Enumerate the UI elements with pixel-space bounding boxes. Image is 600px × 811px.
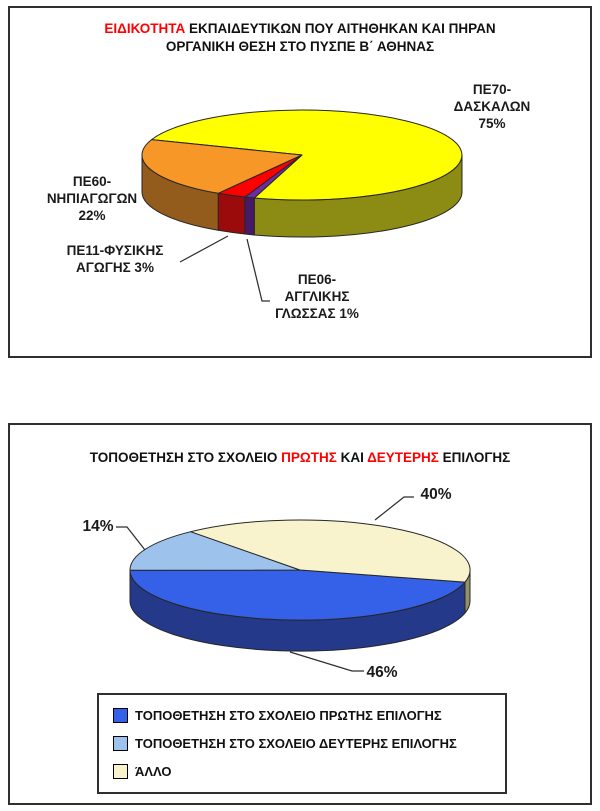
title-segment: ΕΙΔΙΚΟΤΗΤΑ: [104, 21, 189, 36]
title-segment: ΚΑΙ: [336, 450, 368, 465]
title-segment: ΕΠΙΛΟΓΗΣ: [438, 450, 511, 465]
title-segment: ΟΡΓΑΝΙΚΗ ΘΕΣΗ ΣΤΟ ΠΥΣΠΕ Β΄ ΑΘΗΝΑΣ: [165, 38, 435, 54]
title-segment: ΤΟΠΟΘΕΤΗΣΗ ΣΤΟ ΣΧΟΛΕΙΟ: [89, 450, 282, 465]
legend-swatch-first-choice: [113, 707, 128, 723]
legend-item-other: ΆΛΛΟ: [113, 764, 505, 780]
callout-pe06-agglikis-glossas: ΠΕ06- ΑΓΓΛΙΚΗΣ ΓΛΩΣΣΑΣ 1%: [275, 272, 359, 321]
callout-pe70-daskalon: ΠΕ70- ΔΑΣΚΑΛΩΝ 75%: [453, 82, 531, 131]
legend-label-second-choice: ΤΟΠΟΘΕΤΗΣΗ ΣΤΟ ΣΧΟΛΕΙΟ ΔΕΥΤΕΡΗΣ ΕΠΙΛΟΓΗΣ: [135, 735, 457, 751]
leader-line: [289, 651, 364, 672]
callout-second-choice-percent: 14%: [82, 518, 114, 535]
legend-item-second-choice: ΤΟΠΟΘΕΤΗΣΗ ΣΤΟ ΣΧΟΛΕΙΟ ΔΕΥΤΕΡΗΣ ΕΠΙΛΟΓΗΣ: [113, 735, 505, 751]
callout-other-percent: 40%: [420, 486, 452, 503]
title-segment: ΠΡΩΤΗΣ: [281, 450, 337, 465]
specialty-chart-panel: ΕΙΔΙΚΟΤΗΤΑ ΕΚΠΑΙΔΕΥΤΙΚΩΝ ΠΟΥ ΑΙΤΗΘΗΚΑΝ Κ…: [8, 6, 592, 358]
specialty-chart-title: ΕΙΔΙΚΟΤΗΤΑ ΕΚΠΑΙΔΕΥΤΙΚΩΝ ΠΟΥ ΑΙΤΗΘΗΚΑΝ Κ…: [10, 20, 590, 55]
placement-chart-panel: ΤΟΠΟΘΕΤΗΣΗ ΣΤΟ ΣΧΟΛΕΙΟ ΠΡΩΤΗΣ ΚΑΙ ΔΕΥΤΕΡ…: [8, 423, 592, 805]
callout-pe60-nipiagogon: ΠΕ60- ΝΗΠΙΑΓΩΓΩΝ 22%: [46, 174, 138, 223]
title-segment: ΕΚΠΑΙΔΕΥΤΙΚΩΝ ΠΟΥ ΑΙΤΗΘΗΚΑΝ ΚΑΙ ΠΗΡΑΝ: [188, 21, 496, 36]
legend-label-other: ΆΛΛΟ: [135, 764, 172, 780]
chart-legend: ΤΟΠΟΘΕΤΗΣΗ ΣΤΟ ΣΧΟΛΕΙΟ ΠΡΩΤΗΣ ΕΠΙΛΟΓΗΣ Τ…: [97, 693, 507, 794]
callout-first-choice-percent: 46%: [366, 664, 398, 681]
legend-item-first-choice: ΤΟΠΟΘΕΤΗΣΗ ΣΤΟ ΣΧΟΛΕΙΟ ΠΡΩΤΗΣ ΕΠΙΛΟΓΗΣ: [113, 707, 505, 723]
title-segment: ΔΕΥΤΕΡΗΣ: [367, 450, 439, 465]
legend-swatch-other: [113, 764, 128, 780]
legend-swatch-second-choice: [113, 735, 128, 751]
leader-line: [179, 235, 229, 263]
legend-label-first-choice: ΤΟΠΟΘΕΤΗΣΗ ΣΤΟ ΣΧΟΛΕΙΟ ΠΡΩΤΗΣ ΕΠΙΛΟΓΗΣ: [135, 707, 442, 723]
placement-chart-title: ΤΟΠΟΘΕΤΗΣΗ ΣΤΟ ΣΧΟΛΕΙΟ ΠΡΩΤΗΣ ΚΑΙ ΔΕΥΤΕΡ…: [10, 449, 590, 467]
callout-pe11-fysikis-agogis: ΠΕ11-ΦΥΣΙΚΗΣ ΑΓΩΓΗΣ 3%: [66, 243, 164, 275]
